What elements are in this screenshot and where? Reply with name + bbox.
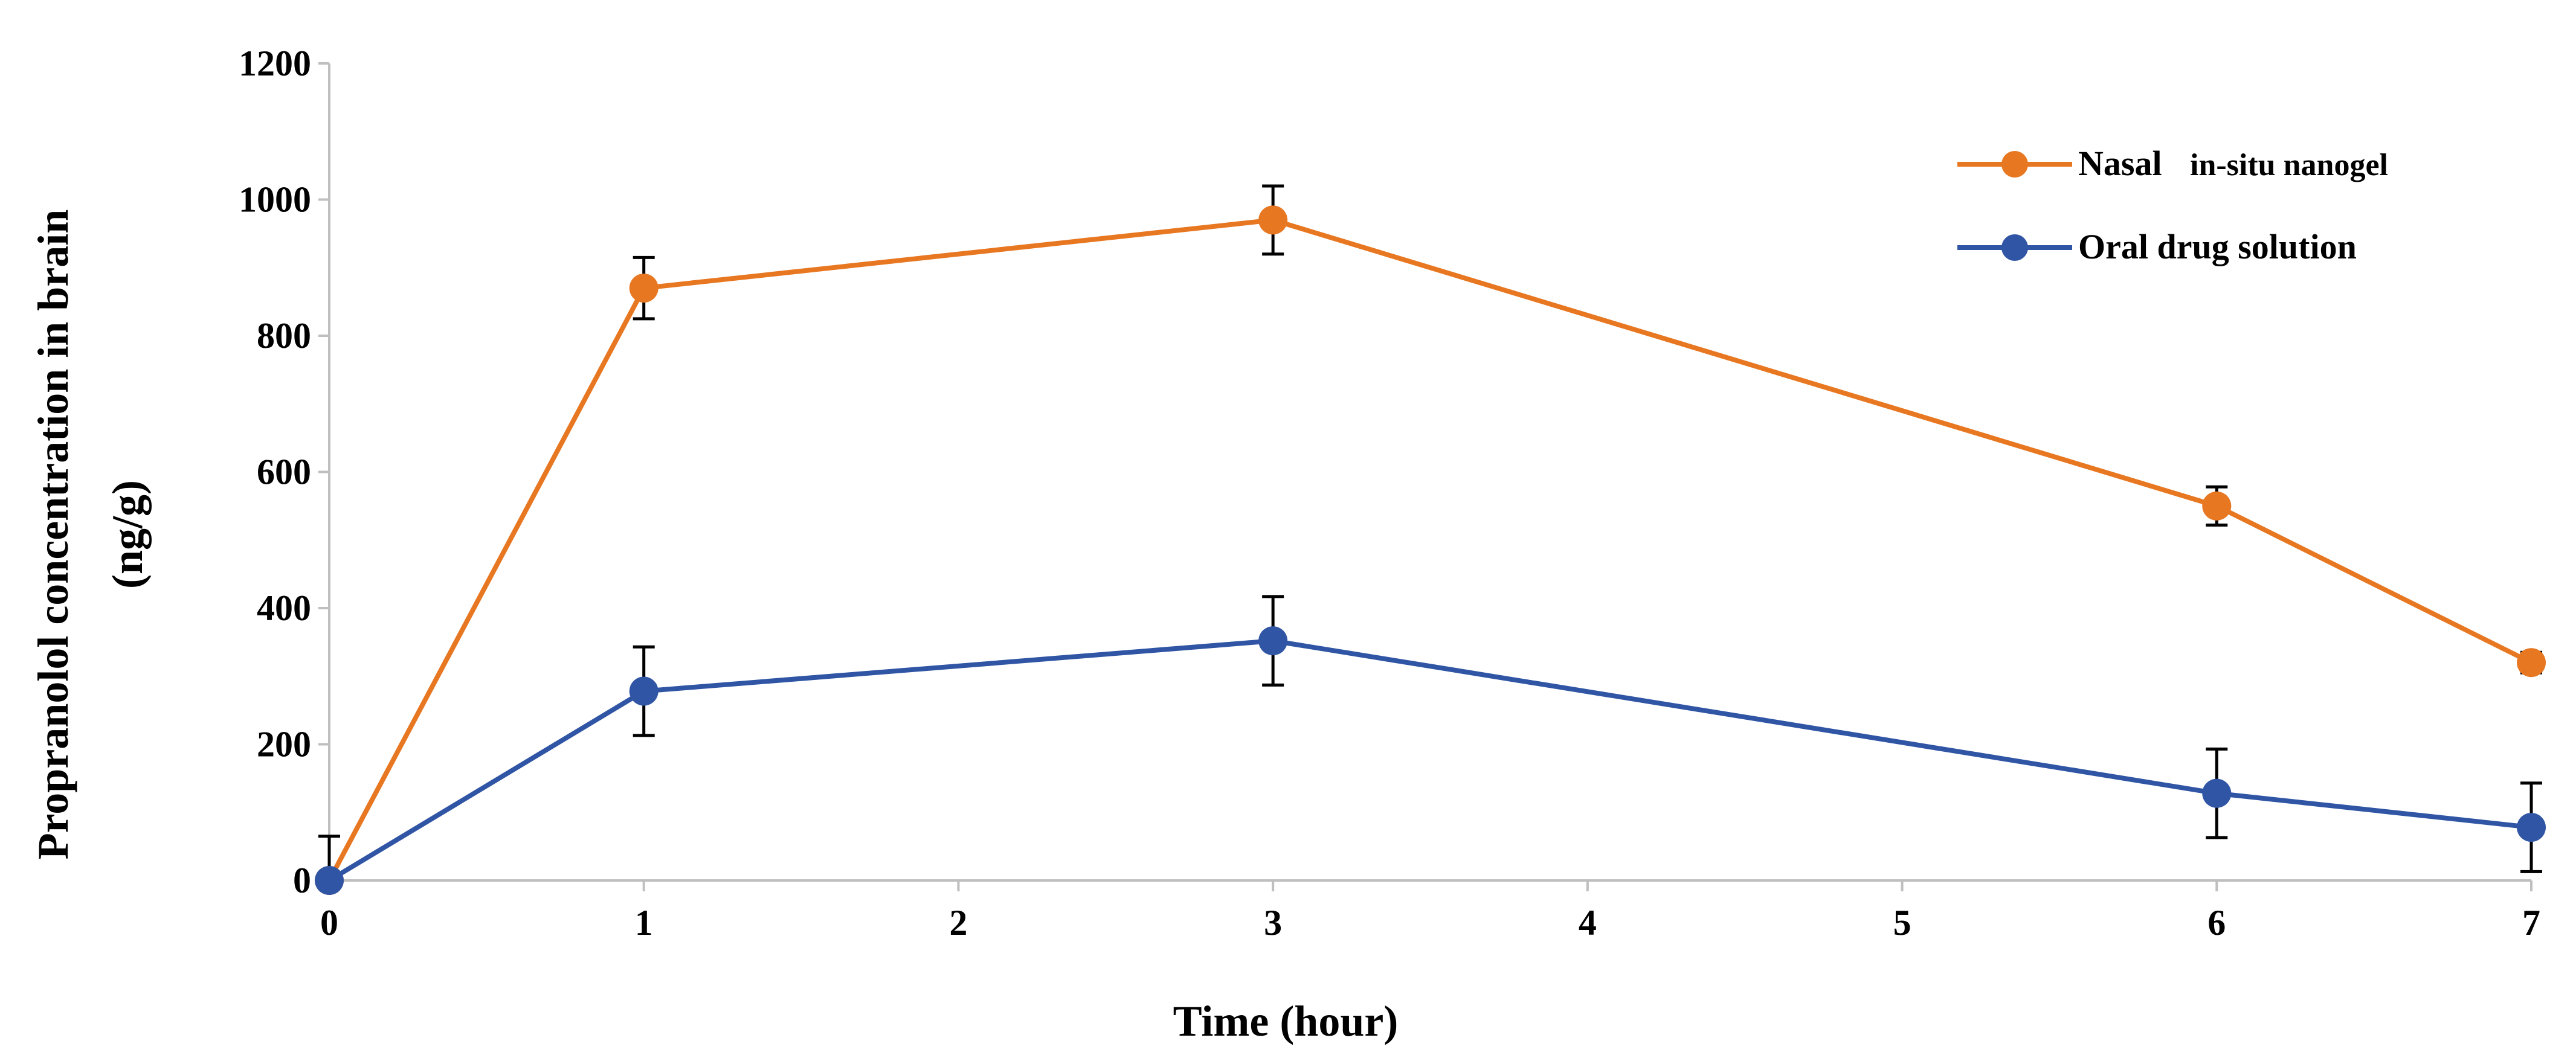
data-point	[2202, 491, 2232, 521]
series-layer	[315, 184, 2546, 895]
y-axis-title-line1: Propranolol concentration in brain	[29, 210, 77, 860]
y-tick-label: 1200	[239, 43, 311, 83]
data-point	[629, 676, 658, 706]
y-tick-label: 1000	[239, 180, 311, 220]
data-point	[2202, 778, 2232, 808]
x-tick-label: 3	[1264, 903, 1282, 943]
legend-item-nasal: Nasal in-situ nanogel	[1957, 144, 2388, 183]
series-line	[327, 217, 2533, 882]
x-axis-title: Time (hour)	[1173, 997, 1399, 1045]
data-point	[315, 866, 344, 895]
x-tick-label: 7	[2522, 903, 2540, 943]
y-tick-label: 600	[257, 452, 311, 492]
legend-label-nasal-part1: Nasal	[2078, 144, 2162, 183]
data-point	[1258, 205, 1288, 235]
y-tick-label: 800	[257, 316, 311, 356]
legend-marker-oral	[2001, 234, 2028, 261]
x-axis-ticks: 0 1 2 3 4 5 6 7	[320, 880, 2540, 943]
series-1	[315, 595, 2546, 895]
legend-marker-nasal	[2001, 151, 2028, 178]
y-tick-label: 400	[257, 588, 311, 628]
data-point	[1258, 626, 1288, 656]
x-tick-label: 0	[320, 903, 338, 943]
x-tick-label: 2	[949, 903, 967, 943]
data-point	[2517, 648, 2546, 678]
x-tick-label: 1	[635, 903, 653, 943]
legend-item-oral: Oral drug solution	[1957, 227, 2357, 266]
legend: Nasal in-situ nanogel Oral drug solution	[1957, 144, 2388, 266]
legend-label-oral: Oral drug solution	[2078, 227, 2357, 266]
y-tick-label: 0	[293, 861, 311, 900]
y-axis-title-line2: (ng/g)	[103, 480, 152, 589]
y-axis-title: Propranolol concentration in brain (ng/g…	[29, 210, 152, 860]
x-tick-label: 6	[2207, 903, 2226, 943]
axes	[328, 63, 2531, 882]
series-line	[327, 638, 2532, 883]
data-point	[2517, 813, 2546, 842]
y-axis-ticks: 0 200 400 600 800 1000 1200	[239, 43, 329, 900]
y-tick-label: 200	[257, 725, 311, 765]
x-tick-label: 4	[1579, 903, 1597, 943]
x-tick-label: 5	[1893, 903, 1911, 943]
data-point	[629, 274, 658, 303]
legend-label-nasal-part2: in-situ nanogel	[2190, 148, 2388, 182]
